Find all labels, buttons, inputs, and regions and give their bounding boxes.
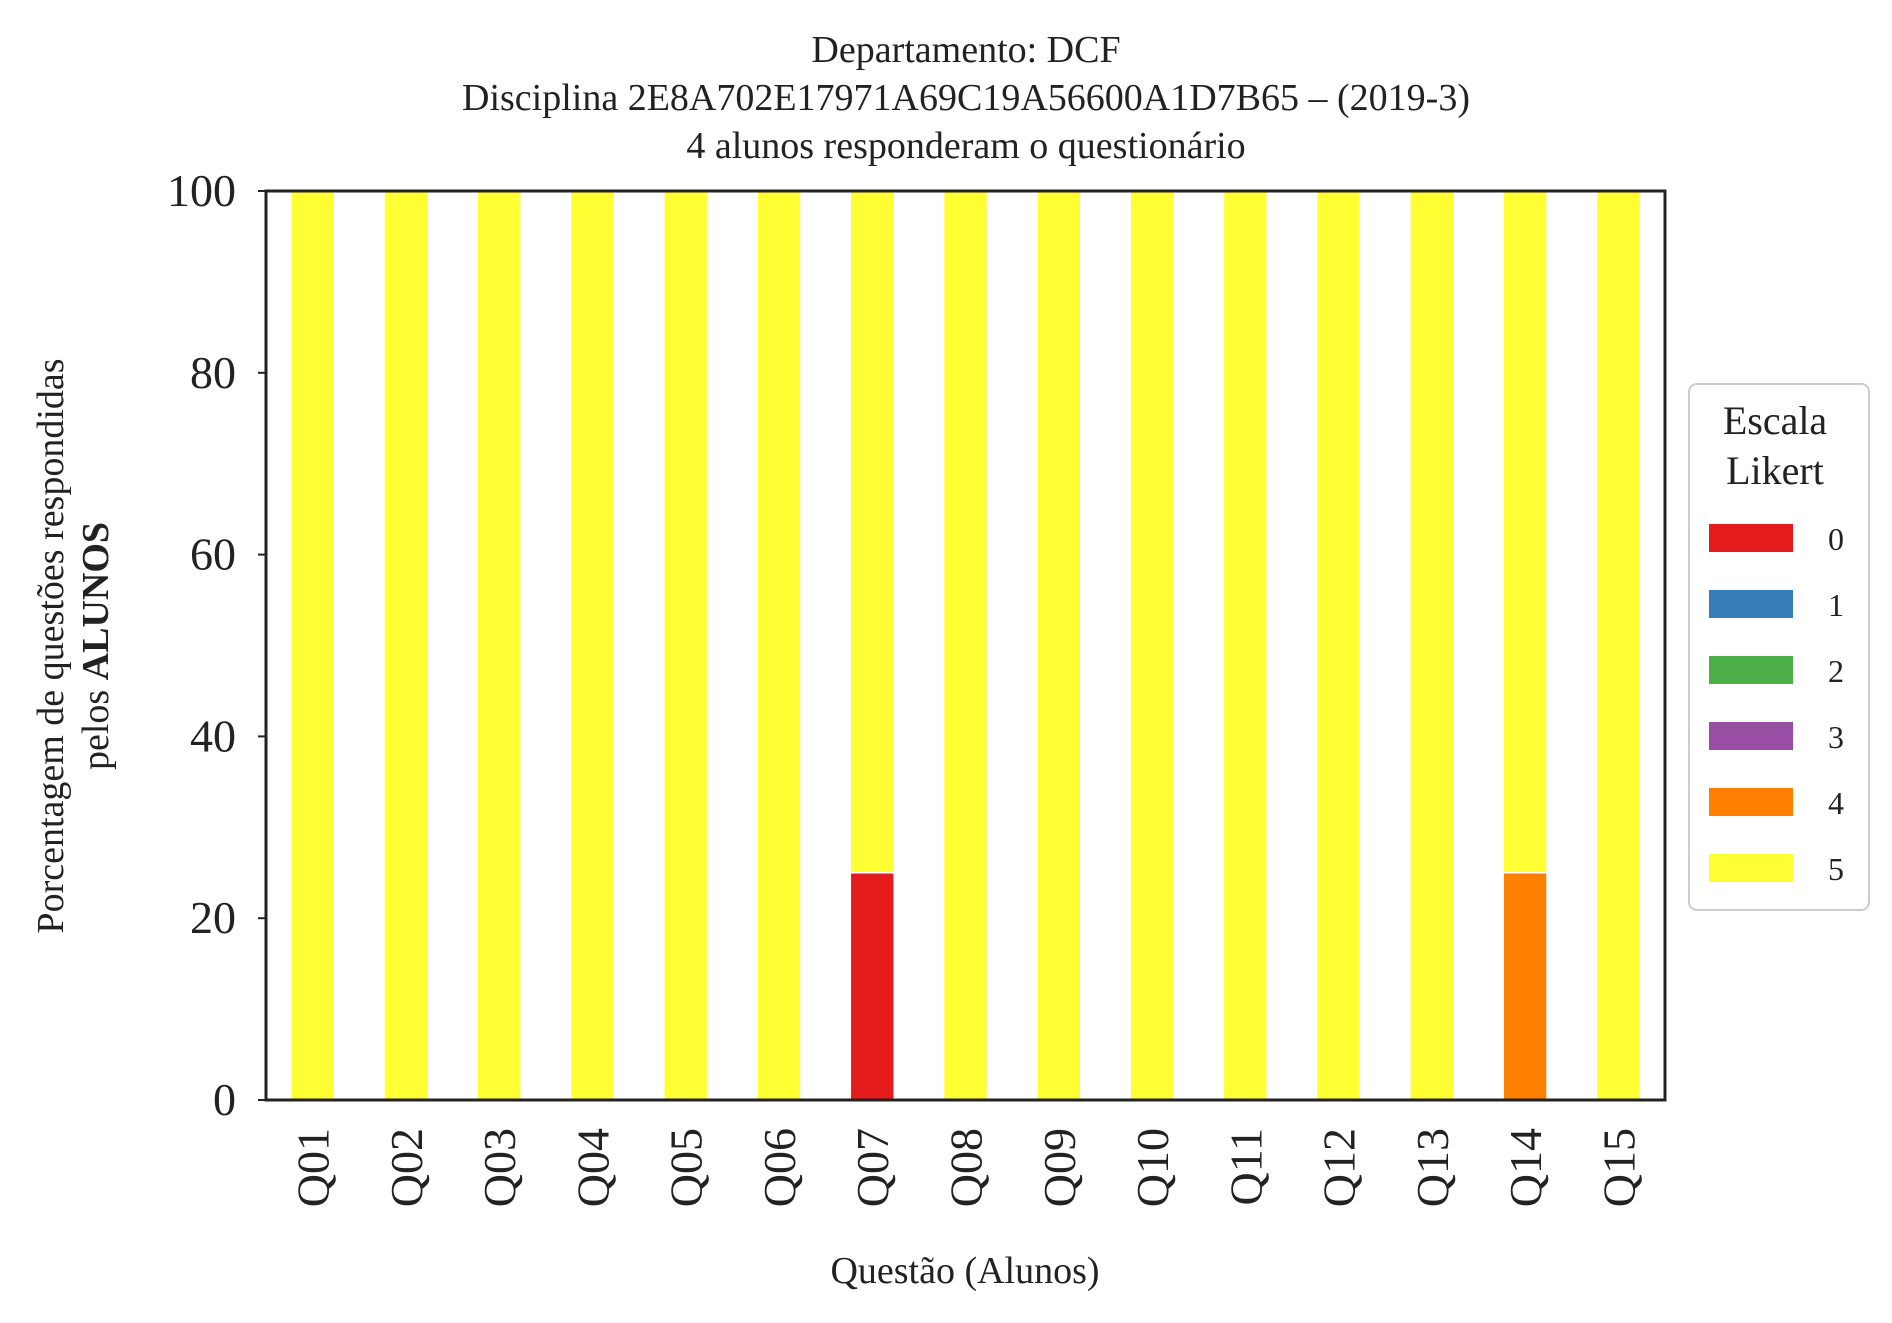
- legend-label-2: 2: [1828, 653, 1844, 689]
- bar-q11-scale-5: [1222, 190, 1268, 1101]
- x-tick-label-q06: Q06: [754, 1128, 805, 1207]
- x-tick-label-q05: Q05: [661, 1128, 712, 1207]
- bar-q14-scale-5: [1502, 190, 1548, 874]
- y-axis-label-line1: Porcentagem de questões respondidas: [30, 358, 72, 933]
- legend: Escala Likert 0 1 2 3 4 5: [1688, 383, 1870, 911]
- x-tick-label-q08: Q08: [941, 1128, 992, 1207]
- bar-q15-scale-5: [1595, 190, 1642, 1101]
- legend-swatch-4: [1709, 788, 1793, 816]
- x-tick-label-q10: Q10: [1127, 1128, 1178, 1207]
- bar-q02-scale-5: [383, 190, 429, 1101]
- bar-q09-scale-5: [1036, 190, 1082, 1101]
- bar-q05-scale-5: [663, 190, 709, 1101]
- x-axis-label: Questão (Alunos): [830, 1250, 1099, 1292]
- x-tick-label-q15: Q15: [1593, 1128, 1644, 1207]
- legend-swatch-0: [1709, 524, 1793, 552]
- x-tick-label-q12: Q12: [1314, 1128, 1365, 1207]
- legend-swatch-1: [1709, 590, 1793, 618]
- bar-q07-scale-0: [849, 872, 895, 1101]
- bar-q01-scale-5: [289, 190, 336, 1101]
- legend-label-0: 0: [1828, 521, 1844, 557]
- bar-q13-scale-5: [1409, 190, 1455, 1101]
- legend-label-5: 5: [1828, 851, 1844, 887]
- y-tick-label: 0: [213, 1074, 236, 1125]
- title-line-2: Disciplina 2E8A702E17971A69C19A56600A1D7…: [462, 77, 1470, 119]
- plot-frame: [264, 189, 1667, 1102]
- y-axis-ticks: 0 20 40 60 80 100: [167, 165, 266, 1125]
- legend-label-1: 1: [1828, 587, 1844, 623]
- y-axis-label-line2: pelos ALUNOS: [75, 522, 117, 770]
- legend-box: [1688, 383, 1870, 911]
- x-tick-label-q09: Q09: [1034, 1128, 1085, 1207]
- bar-q14-scale-4: [1502, 872, 1548, 1101]
- title-line-3: 4 alunos responderam o questionário: [686, 125, 1245, 167]
- x-tick-label-q14: Q14: [1500, 1128, 1551, 1207]
- legend-swatch-2: [1709, 656, 1793, 684]
- y-tick-label: 20: [190, 892, 236, 943]
- bars-layer: [289, 190, 1642, 1101]
- y-tick-label: 100: [167, 165, 236, 216]
- legend-swatch-3: [1709, 722, 1793, 750]
- bar-q04-scale-5: [569, 190, 616, 1101]
- bar-q06-scale-5: [756, 190, 802, 1101]
- x-tick-label-q01: Q01: [288, 1128, 339, 1207]
- legend-swatch-5: [1709, 854, 1793, 882]
- legend-items: 0 1 2 3 4 5: [1709, 521, 1844, 887]
- x-tick-label-q04: Q04: [567, 1128, 618, 1207]
- legend-title-line-2: Likert: [1726, 448, 1824, 493]
- bar-q07-scale-5: [849, 190, 895, 874]
- legend-label-4: 4: [1828, 785, 1844, 821]
- legend-label-3: 3: [1828, 719, 1844, 755]
- bar-q08-scale-5: [942, 190, 989, 1101]
- legend-title-line-1: Escala: [1723, 398, 1828, 443]
- y-axis-label-bold: ALUNOS: [75, 522, 117, 680]
- y-tick-label: 40: [190, 710, 236, 761]
- x-axis-ticks: Q01 Q02 Q03 Q04 Q05 Q06 Q07 Q08 Q09 Q10 Q11 Q12 Q13 Q…: [288, 1128, 1645, 1207]
- bar-q10-scale-5: [1129, 190, 1175, 1101]
- x-tick-label-q03: Q03: [474, 1128, 525, 1207]
- chart-title: Departamento: DCF Disciplina 2E8A702E179…: [462, 29, 1470, 167]
- x-tick-label-q13: Q13: [1407, 1128, 1458, 1207]
- y-axis-label: Porcentagem de questões respondidas pelo…: [30, 358, 117, 933]
- bar-q03-scale-5: [476, 190, 522, 1101]
- x-tick-label-q02: Q02: [381, 1128, 432, 1207]
- x-tick-label-q07: Q07: [847, 1128, 898, 1207]
- y-tick-label: 80: [190, 347, 236, 398]
- y-tick-label: 60: [190, 529, 236, 580]
- bar-q12-scale-5: [1315, 190, 1362, 1101]
- title-line-1: Departamento: DCF: [811, 29, 1120, 71]
- x-tick-label-q11: Q11: [1220, 1128, 1271, 1206]
- y-axis-label-prefix: pelos: [75, 680, 117, 770]
